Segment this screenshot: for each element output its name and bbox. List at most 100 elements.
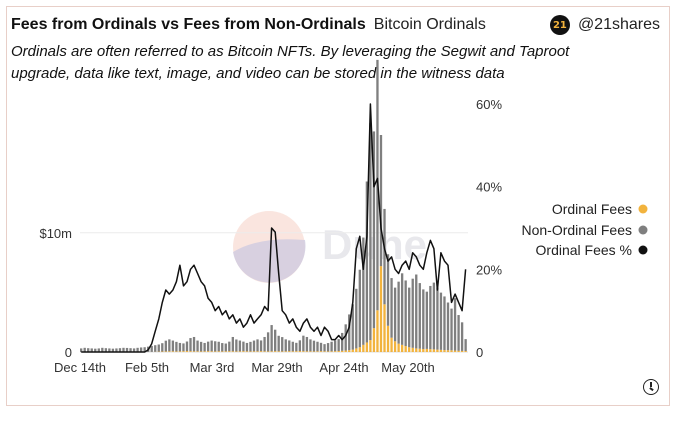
non-ordinal-fees-bar [171,340,175,352]
ordinal-fees-bar [171,351,175,352]
bar-series [80,59,467,352]
non-ordinal-fees-bar [235,339,238,352]
ordinal-fees-bar [443,350,446,352]
line-series [81,103,467,353]
ordinal-fees-bar [245,351,249,352]
non-ordinal-fees-bar [443,296,446,351]
non-ordinal-fees-bar [90,348,93,352]
non-ordinal-fees-bar [168,339,171,352]
non-ordinal-fees-bar [439,292,443,350]
ordinal-fees-bar [291,351,294,352]
non-ordinal-fees-bar [288,340,291,352]
ordinal-fees-bar [460,350,464,352]
non-ordinal-fees-bar [369,123,372,341]
x-axis-tick-label: Mar 3rd [190,360,235,375]
ordinal-fees-bar [252,351,256,352]
ordinal-fees-bar [206,351,210,352]
non-ordinal-fees-bar [164,340,167,352]
non-ordinal-fees-bar [182,343,185,352]
ordinal-fees-bar [316,351,319,352]
ordinal-fees-bar [210,351,213,352]
non-ordinal-fees-bar [132,348,136,352]
ordinal-fees-bar [422,349,425,352]
ordinal-fees-bar [358,347,361,352]
non-ordinal-fees-bar [457,315,460,351]
ordinal-fees-bar [457,350,460,352]
non-ordinal-fees-bar [446,302,450,351]
x-axis-tick-label: Dec 14th [54,360,106,375]
non-ordinal-fees-bar [231,336,234,352]
ordinal-fees-bar [386,325,390,352]
non-ordinal-fees-bar [122,347,125,352]
ordinal-fees-bar [242,351,245,352]
ordinal-fees-bar [228,351,231,352]
ordinal-fees-bar [337,351,340,352]
non-ordinal-fees-bar [362,237,365,345]
non-ordinal-fees-bar [256,339,259,352]
x-axis-tick-label: Apr 24th [319,360,368,375]
ordinal-fees-bar [446,350,450,352]
ordinal-fees-bar [217,351,220,352]
ordinal-fees-bar [429,349,432,352]
ordinal-fees-bar [305,351,309,352]
ordinal-fees-bar [274,351,277,352]
ordinal-fees-bar [383,304,386,352]
non-ordinal-fees-bar [432,282,436,350]
non-ordinal-fees-bar [309,339,312,352]
ordinal-fees-bar [263,351,266,352]
brand-handle: @21shares [577,16,660,33]
non-ordinal-fees-bar [97,348,100,352]
non-ordinal-fees-bar [281,337,284,352]
ordinal-fees-bar [309,351,312,352]
non-ordinal-fees-bar [348,314,351,351]
ordinal-fees-bar [288,351,291,352]
ordinal-fees-bar [436,349,439,352]
non-ordinal-fees-bar [104,348,108,352]
non-ordinal-fees-bar [192,336,196,352]
brand-logo-icon: 21 [549,15,570,35]
chart-source: Bitcoin Ordinals [373,16,486,33]
ordinal-fees-bar [323,351,326,352]
ordinal-fees-bar [425,348,428,352]
ordinal-fees-bar [298,351,302,352]
non-ordinal-fees-bar [319,342,323,352]
ordinal-fees-bar [196,351,199,352]
ordinal-fees-bar [376,310,379,352]
legend-entry-label: Ordinal Fees % [536,242,632,258]
ordinal-fees-bar [277,351,280,352]
non-ordinal-fees-bar [129,348,132,352]
non-ordinal-fees-bar [143,347,146,352]
non-ordinal-fees-bar [393,287,397,342]
non-ordinal-fees-bar [298,340,302,352]
dune-watermark: Dune [233,211,427,283]
ordinal-fees-bar [369,340,372,352]
non-ordinal-fees-bar [242,341,245,352]
left-axis-tick-label: 0 [65,345,72,360]
non-ordinal-fees-bar [344,324,347,351]
ordinal-fees-bar [302,351,305,352]
non-ordinal-fees-bar [154,345,157,352]
ordinal-fees-bar [175,351,178,352]
non-ordinal-fees-bar [302,335,305,352]
chart-axes: 0 $10m 0 20% 40% 60% Dec 14th Feb 5th Mar 3rd Mar… [39,97,502,375]
ordinal-fees-bar [168,351,171,352]
right-axis-tick-label: 60% [476,97,502,112]
non-ordinal-fees-bar [337,339,340,352]
non-ordinal-fees-bar [210,340,213,352]
ordinal-fees-bar [270,351,273,352]
non-ordinal-fees-bar [259,340,263,352]
non-ordinal-fees-bar [411,278,414,348]
chart-legend: Ordinal Fees Non-Ordinal Fees Ordinal Fees… [522,201,648,258]
right-axis-tick-label: 40% [476,180,502,195]
non-ordinal-fees-bar [252,340,256,352]
non-ordinal-fees-bar [333,340,337,352]
non-ordinal-fees-bar [115,348,118,352]
ordinal-fees-bar [203,351,206,352]
non-ordinal-fees-bar [221,343,224,352]
clock-icon[interactable] [643,379,659,395]
ordinal-fees-bar [372,328,376,352]
ordinal-fees-bar [224,351,227,352]
non-ordinal-fees-bar [238,340,242,352]
non-ordinal-fees-bar [386,254,390,326]
non-ordinal-fees-bar [249,341,252,352]
